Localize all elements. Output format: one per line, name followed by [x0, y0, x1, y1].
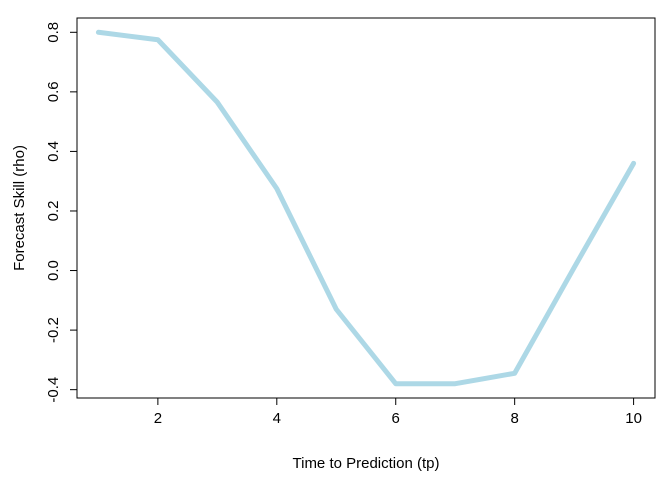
x-tick-label: 6 [392, 410, 400, 427]
y-axis: -0.4 -0.2 0.0 0.2 0.4 0.6 0.8 [45, 22, 77, 403]
y-tick-label: 0.6 [45, 81, 62, 102]
x-tick-label: 2 [154, 410, 162, 427]
x-axis: 2 4 6 8 10 [154, 398, 642, 427]
y-axis-title: Forecast Skill (rho) [11, 145, 28, 271]
y-tick-label: 0.8 [45, 22, 62, 43]
y-tick-label: -0.4 [45, 377, 62, 403]
x-axis-title: Time to Prediction (tp) [293, 455, 440, 472]
y-tick-label: 0.4 [45, 141, 62, 162]
x-tick-label: 8 [510, 410, 518, 427]
y-tick-label: 0.2 [45, 201, 62, 222]
y-tick-label: -0.2 [45, 317, 62, 343]
plot-frame [77, 18, 655, 398]
forecast-skill-line [98, 32, 633, 383]
x-tick-label: 4 [273, 410, 281, 427]
y-tick-label: 0.0 [45, 260, 62, 281]
x-tick-label: 10 [625, 410, 642, 427]
